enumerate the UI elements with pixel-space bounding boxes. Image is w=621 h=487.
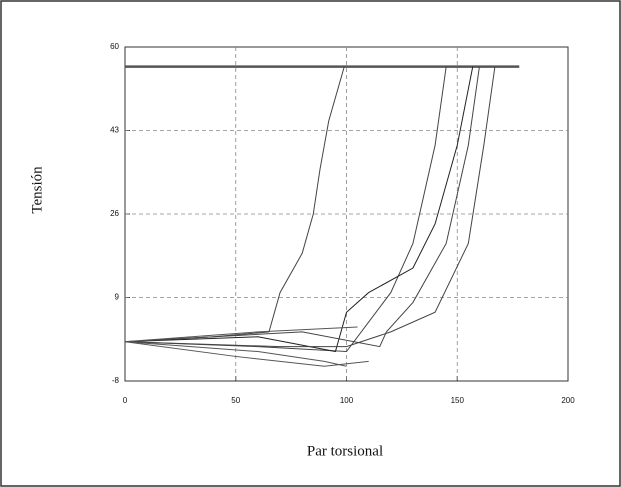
series-line: [124, 66, 480, 348]
series-line: [124, 66, 474, 353]
series-line: [124, 341, 347, 367]
x-tick-label: 150: [451, 396, 465, 405]
x-tick-label: 0: [123, 396, 128, 405]
x-axis-label: Par torsional: [307, 443, 383, 459]
y-tick-label: 9: [115, 293, 120, 302]
series-line: [124, 326, 358, 343]
series-line: [124, 66, 345, 343]
x-tick-label: 50: [231, 396, 240, 405]
y-tick-label: -8: [112, 376, 120, 385]
y-tick-label: 26: [110, 209, 119, 218]
series-line: [124, 341, 369, 367]
x-tick-label: 100: [340, 396, 354, 405]
x-tick-label: 200: [561, 396, 575, 405]
y-tick-label: 43: [110, 126, 119, 135]
series-line: [124, 66, 496, 348]
y-axis-label: Tensión: [29, 166, 45, 214]
series-line: [124, 66, 447, 353]
y-tick-label: 60: [110, 42, 119, 51]
